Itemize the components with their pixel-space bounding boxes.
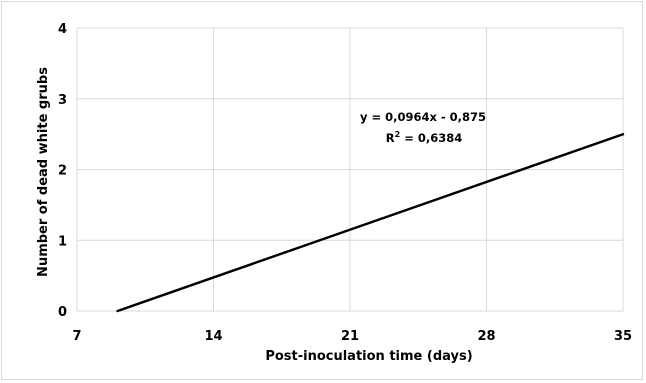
r-squared-prefix: R bbox=[386, 131, 395, 145]
trendline bbox=[116, 132, 625, 313]
r-squared-label: R2 = 0,6384 bbox=[386, 130, 462, 145]
x-axis-title: Post-inoculation time (days) bbox=[265, 349, 472, 364]
r-squared-value: = 0,6384 bbox=[400, 131, 462, 145]
y-tick-label: 4 bbox=[58, 22, 67, 37]
r-squared-superscript: 2 bbox=[395, 130, 401, 139]
y-tick-labels: 0 1 2 3 4 bbox=[58, 22, 67, 320]
series-group bbox=[116, 132, 625, 313]
x-tick-label: 35 bbox=[614, 329, 632, 344]
x-tick-label: 28 bbox=[477, 329, 495, 344]
horizontal-gridlines bbox=[77, 27, 623, 241]
y-tick-label: 3 bbox=[58, 93, 67, 108]
y-axis-title: Number of dead white grubs bbox=[36, 67, 51, 277]
x-tick-label: 7 bbox=[72, 329, 81, 344]
y-tick-label: 2 bbox=[58, 164, 67, 179]
regression-equation: y = 0,0964x - 0,875 bbox=[360, 110, 486, 124]
y-tick-label: 0 bbox=[58, 305, 67, 320]
axes bbox=[76, 28, 623, 312]
x-tick-label: 21 bbox=[341, 329, 359, 344]
x-tick-label: 14 bbox=[204, 329, 222, 344]
x-tick-labels: 7 14 21 28 35 bbox=[72, 329, 632, 344]
y-tick-label: 1 bbox=[58, 234, 67, 249]
